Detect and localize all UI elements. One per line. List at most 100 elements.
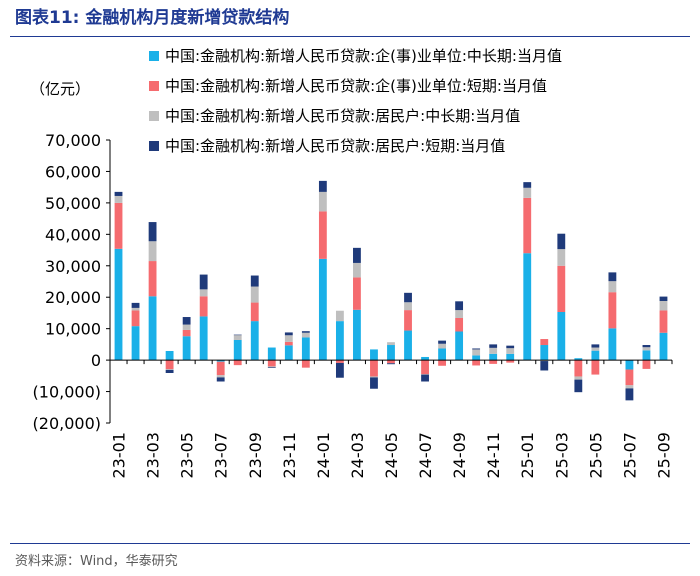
bar-segment-hh-short-23-09: [250, 275, 259, 287]
x-tick-label: 25-07: [620, 432, 639, 479]
bar-segment-hh-short-24-11: [489, 344, 498, 348]
bar-segment-corp-long-25-02: [540, 345, 549, 361]
y-tick-label: 10,000: [45, 320, 101, 339]
bar-segment-corp-short-23-09: [250, 302, 259, 322]
bar-segment-hh-short-24-05: [387, 363, 395, 365]
y-axis: 70,000 60,000 50,000 40,000 30,000 20,000 10,0…: [33, 131, 111, 433]
bar-segment-corp-long-23-07: [216, 360, 225, 362]
bar-segment-corp-long-24-05: [387, 345, 395, 361]
bar-segment-corp-long-23-09: [250, 321, 259, 361]
bar-segment-hh-long-24-03: [353, 262, 361, 278]
x-tick-label: 24-01: [314, 432, 333, 479]
bar-segment-hh-short-25-03: [557, 233, 566, 250]
x-tick-label: 23-03: [144, 432, 163, 479]
bar-segment-hh-long-25-01: [523, 187, 532, 198]
bar-segment-hh-long-23-11: [284, 335, 293, 342]
x-axis: 23-01 23-03 23-05 23-07 23-09 23-11 24-01 24-03…: [109, 359, 673, 479]
bar-segment-hh-long-23-05: [182, 324, 191, 330]
bar-segment-hh-long-24-01: [318, 191, 327, 212]
bar-segment-hh-long-25-03: [557, 249, 566, 266]
bar-segment-corp-short-25-01: [523, 197, 532, 254]
y-tick-label: 60,000: [45, 162, 101, 181]
bar-segment-corp-short-24-03: [353, 277, 361, 310]
bar-segment-hh-short-24-01: [318, 180, 327, 192]
bar-segment-corp-short-25-08: [642, 360, 651, 369]
bar-segment-corp-short-24-06: [404, 310, 412, 331]
bar-segment-corp-short-23-05: [182, 329, 191, 337]
bar-segment-corp-long-23-08: [233, 339, 242, 361]
bar-segment-hh-short-25-09: [659, 296, 668, 301]
bar-segment-hh-long-24-07: [421, 374, 429, 375]
bar-segment-corp-long-23-06: [199, 316, 208, 361]
legend-swatch-hh-short: [149, 141, 159, 151]
legend-label-hh-short: 中国:金融机构:新增人民币贷款:居民户:短期:当月值: [165, 137, 505, 155]
bar-segment-hh-short-24-04: [370, 377, 378, 389]
x-tick-label: 25-09: [654, 432, 673, 479]
bar-segment-corp-short-24-07: [421, 360, 429, 375]
bar-segment-hh-long-23-10: [267, 366, 276, 368]
bar-segment-corp-short-25-09: [659, 310, 668, 333]
bar-segment-hh-long-24-11: [489, 347, 498, 354]
bar-segment-corp-long-25-06: [608, 328, 617, 361]
bar-segment-hh-long-25-08: [642, 347, 651, 351]
x-tick-label: 25-03: [552, 432, 571, 479]
bar-segment-hh-short-25-08: [642, 345, 651, 348]
bar-segment-hh-short-23-08: [233, 334, 242, 336]
x-tick-label: 23-05: [178, 432, 197, 479]
bar-segment-corp-short-23-12: [301, 360, 310, 368]
x-tick-label: 24-11: [484, 432, 503, 479]
bar-segment-hh-long-23-01: [114, 195, 123, 203]
bar-segment-hh-long-25-04: [574, 376, 583, 380]
bar-segment-hh-long-24-04: [370, 376, 378, 378]
bar-segment-hh-long-25-05: [591, 347, 600, 351]
bar-segment-hh-short-23-03: [148, 222, 157, 242]
x-tick-label: 24-09: [450, 432, 469, 479]
bar-segment-hh-short-23-06: [199, 274, 208, 290]
bar-segment-hh-long-24-10: [472, 349, 481, 356]
bar-segment-corp-short-25-06: [608, 292, 617, 329]
x-tick-label: 24-07: [416, 432, 435, 479]
bar-segment-hh-long-23-12: [301, 332, 310, 338]
bar-segment-corp-long-23-10: [267, 347, 276, 361]
bar-segment-corp-short-24-05: [387, 360, 395, 364]
bar-segment-hh-short-23-11: [284, 332, 293, 336]
bar-segment-corp-short-24-02: [335, 360, 344, 363]
bar-segment-hh-long-23-03: [148, 241, 157, 262]
legend-label-hh-long: 中国:金融机构:新增人民币贷款:居民户:中长期:当月值: [165, 107, 520, 125]
bar-segment-hh-long-23-09: [250, 286, 259, 303]
bar-segment-corp-short-25-03: [557, 265, 566, 312]
bar-segment-hh-short-23-02: [131, 302, 140, 308]
bar-segment-hh-long-24-12: [506, 348, 515, 354]
bar-segment-corp-short-25-04: [574, 360, 583, 377]
bar-segment-hh-long-23-04: [165, 369, 174, 370]
bar-segment-corp-long-23-04: [165, 350, 174, 361]
title-divider: [10, 36, 690, 37]
bar-segment-hh-short-24-02: [335, 362, 344, 378]
bar-segment-hh-short-24-03: [353, 247, 361, 263]
bar-segment-corp-long-23-05: [182, 336, 191, 361]
x-tick-label: 23-11: [280, 432, 299, 479]
bar-segment-corp-long-24-11: [489, 353, 498, 361]
bar-segment-hh-long-24-09: [455, 310, 464, 318]
bar-segment-hh-long-24-08: [438, 343, 446, 349]
bar-segment-corp-short-23-04: [165, 360, 174, 370]
bar-segment-corp-short-24-11: [489, 360, 498, 364]
y-tick-label: 30,000: [45, 257, 101, 276]
legend-swatch-corp-short: [149, 81, 159, 91]
bar-segment-hh-long-23-07: [216, 375, 225, 378]
bar-segment-corp-long-23-12: [301, 337, 310, 361]
bar-segment-hh-long-25-06: [608, 281, 617, 293]
bar-segment-hh-short-24-07: [421, 374, 429, 382]
bar-segment-hh-short-23-12: [301, 331, 310, 333]
bar-segment-hh-short-24-09: [455, 301, 464, 311]
bar-segment-hh-long-23-02: [131, 307, 140, 311]
bar-segment-corp-long-24-06: [404, 330, 412, 361]
bar-segment-corp-short-24-01: [318, 211, 327, 259]
x-tick-label: 24-05: [382, 432, 401, 479]
x-tick-label: 23-07: [212, 432, 231, 479]
y-tick-label: 70,000: [45, 131, 101, 150]
bar-segment-corp-long-23-01: [114, 248, 123, 361]
bar-segment-hh-short-24-12: [506, 345, 515, 349]
x-tick-label: 23-09: [246, 432, 265, 479]
